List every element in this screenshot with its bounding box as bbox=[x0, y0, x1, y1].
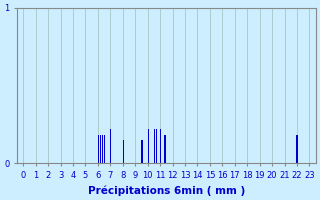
X-axis label: Précipitations 6min ( mm ): Précipitations 6min ( mm ) bbox=[88, 185, 245, 196]
Bar bbox=[110, 129, 111, 163]
Bar bbox=[154, 129, 155, 163]
Bar bbox=[102, 135, 103, 163]
Bar bbox=[156, 129, 157, 163]
Bar bbox=[104, 135, 105, 163]
Bar bbox=[98, 135, 99, 163]
Bar bbox=[141, 140, 143, 163]
Bar bbox=[164, 135, 165, 163]
Bar bbox=[296, 135, 298, 163]
Bar bbox=[160, 129, 161, 163]
Bar bbox=[100, 135, 101, 163]
Bar bbox=[123, 140, 124, 163]
Bar bbox=[148, 129, 149, 163]
